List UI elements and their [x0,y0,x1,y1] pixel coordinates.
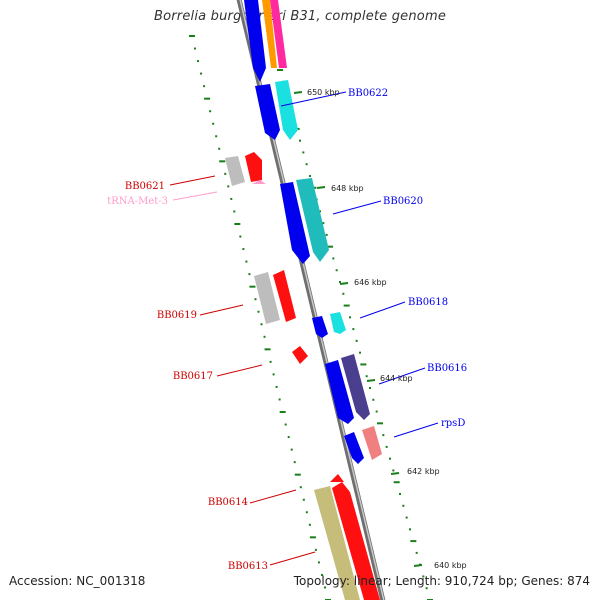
rpsd-features[interactable] [344,422,439,464]
feature-bb0616-navy [341,354,370,420]
kbp-label-640: 640 kbp [434,561,467,570]
bb0616-features[interactable] [325,354,426,424]
bb0614-features[interactable] [249,474,344,504]
left-tick-ring [189,35,331,600]
feature-bb0619-gray [254,272,280,324]
gene-label-bb0619[interactable]: BB0619 [157,310,197,321]
feature-bb0620-teal [296,178,329,262]
feature-orange-top[interactable] [262,0,277,68]
bb0622-features[interactable] [255,80,347,140]
genome-summary-text: Topology: linear; Length: 910,724 bp; Ge… [293,574,590,588]
kbp-label-650: 650 kbp [307,88,340,97]
feature-bb0620-blue [280,182,310,264]
feature-magenta-top[interactable] [270,0,287,68]
feature-bb0621-red [245,152,262,182]
feature-bb0618-cyan [330,312,346,334]
bb0620-features[interactable] [280,178,382,264]
feature-bb0614-red-small [330,474,344,482]
feature-blue-top[interactable] [244,0,266,82]
gene-label-bb0618[interactable]: BB0618 [408,297,448,308]
gene-label-bb0620[interactable]: BB0620 [383,196,423,207]
gene-label-bb0622[interactable]: BB0622 [348,88,388,99]
feature-trna-met [252,180,266,184]
bb0618-features[interactable] [312,301,406,338]
feature-bb0613-red [332,482,380,600]
feature-rpsd-pink [362,426,382,460]
map-title: Borrelia burgdorferi B31, complete genom… [153,9,447,24]
kbp-label-642: 642 kbp [407,467,440,476]
bb0619-features[interactable] [199,270,296,324]
feature-bb0621-gray [225,156,245,186]
feature-bb0616-blue [325,360,354,424]
gene-label-bb0617[interactable]: BB0617 [173,371,213,382]
kbp-tick-marks [293,91,423,567]
feature-bb0613-khaki [314,486,360,600]
bb0621-features[interactable] [169,152,266,201]
gene-label-rpsd[interactable]: rpsD [441,418,465,429]
kbp-label-648: 648 kbp [331,184,364,193]
kbp-label-644: 644 kbp [380,374,413,383]
gene-label-trna-met-3[interactable]: tRNA-Met-3 [107,196,168,207]
bb0617-features[interactable] [216,346,308,377]
gene-label-bb0613[interactable]: BB0613 [228,561,268,572]
feature-bb0622-cyan [275,80,298,140]
gene-label-bb0616[interactable]: BB0616 [427,363,467,374]
feature-bb0622-blue [255,84,280,140]
feature-bb0618-blue [312,316,328,338]
kbp-label-646: 646 kbp [354,278,387,287]
feature-bb0617-red [292,346,308,364]
bb0613-features[interactable] [269,482,380,600]
gene-label-bb0621[interactable]: BB0621 [125,181,165,192]
gene-label-bb0614[interactable]: BB0614 [208,497,248,508]
accession-text: Accession: NC_001318 [9,574,146,588]
feature-bb0619-red [273,270,296,322]
top-features [244,0,287,82]
feature-rpsd-blue [344,432,364,464]
